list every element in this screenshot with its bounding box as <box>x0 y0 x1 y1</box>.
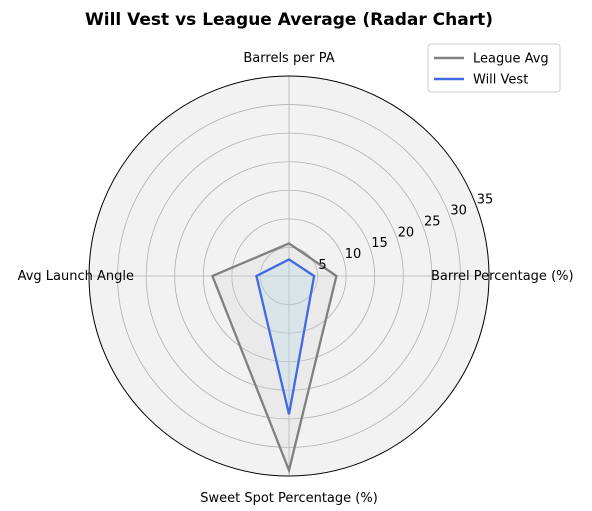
tick-label: 25 <box>424 214 441 229</box>
tick-label: 5 <box>318 258 326 273</box>
legend: League Avg Will Vest <box>427 43 561 93</box>
axis-label-barrels-per-pa: Barrels per PA <box>243 51 334 66</box>
axis-label-barrel-percentage: Barrel Percentage (%) <box>431 269 574 284</box>
axis-label-sweet-spot-percentage: Sweet Spot Percentage (%) <box>200 491 378 506</box>
series-line-league-avg <box>210 242 338 475</box>
radial-tick-labels: 5 10 15 20 25 30 35 <box>318 192 493 273</box>
tick-label: 35 <box>477 192 494 207</box>
legend-label-will-vest: Will Vest <box>473 73 528 88</box>
plot-border <box>88 75 490 477</box>
tick-label: 10 <box>345 247 362 262</box>
axis-label-avg-launch-angle: Avg Launch Angle <box>18 269 134 284</box>
series-fill-will-vest <box>256 259 315 415</box>
series-line-will-vest <box>255 258 316 415</box>
tick-label: 20 <box>398 225 415 240</box>
axis-labels: Barrel Percentage (%) Barrels per PA Avg L… <box>18 51 574 506</box>
chart-title: Will Vest vs League Average (Radar Chart… <box>85 10 493 30</box>
tick-label: 15 <box>371 236 388 251</box>
series-layer <box>210 242 338 475</box>
legend-label-league-avg: League Avg <box>473 52 549 67</box>
tick-label: 30 <box>450 203 467 218</box>
